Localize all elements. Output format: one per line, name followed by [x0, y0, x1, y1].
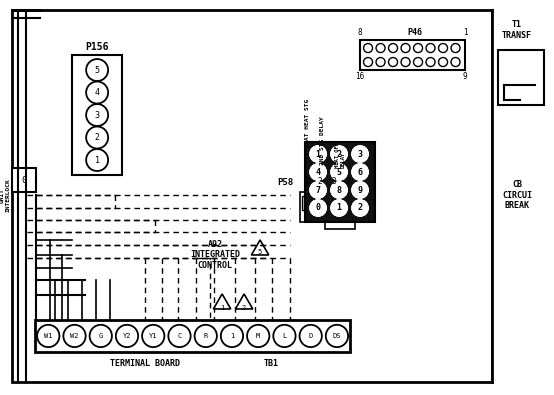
Text: 1: 1: [337, 203, 342, 213]
Bar: [314, 192, 327, 222]
Circle shape: [310, 182, 326, 198]
Text: 4: 4: [316, 167, 321, 177]
Text: 9: 9: [463, 71, 468, 81]
Text: 2: 2: [95, 133, 100, 142]
Text: Y1: Y1: [149, 333, 157, 339]
Text: DS: DS: [333, 333, 341, 339]
Text: 3: 3: [332, 177, 336, 186]
Text: 9: 9: [357, 186, 362, 194]
Text: 1: 1: [463, 28, 468, 37]
Circle shape: [331, 164, 347, 180]
Circle shape: [310, 146, 326, 162]
Bar: [325, 187, 355, 229]
Text: 2: 2: [337, 150, 342, 158]
Circle shape: [331, 182, 347, 198]
Text: P58: P58: [277, 177, 293, 186]
Bar: [492, 10, 554, 382]
Text: 4: 4: [346, 177, 350, 186]
Text: 8: 8: [337, 186, 342, 194]
Text: TB1: TB1: [264, 359, 279, 369]
Text: TERMINAL BOARD: TERMINAL BOARD: [110, 359, 181, 369]
Bar: [305, 142, 375, 222]
Text: R: R: [204, 333, 208, 339]
Bar: [300, 192, 313, 222]
Text: 2ND STG DELAY: 2ND STG DELAY: [320, 116, 325, 165]
Text: 6: 6: [357, 167, 362, 177]
Bar: [330, 196, 340, 210]
Circle shape: [352, 200, 368, 216]
Circle shape: [352, 146, 368, 162]
Text: 1: 1: [220, 305, 224, 311]
Bar: [342, 192, 355, 222]
Bar: [360, 40, 465, 70]
Text: 1: 1: [230, 333, 234, 339]
Text: 0: 0: [316, 203, 321, 213]
Text: 5: 5: [337, 167, 342, 177]
Text: CB
CIRCUI
BREAK: CB CIRCUI BREAK: [502, 180, 532, 210]
Text: 8: 8: [358, 28, 362, 37]
Bar: [35, 320, 350, 352]
Circle shape: [331, 200, 347, 216]
Circle shape: [352, 182, 368, 198]
Bar: [316, 196, 326, 210]
Text: A92
INTEGRATED
CONTROL: A92 INTEGRATED CONTROL: [190, 240, 240, 270]
Text: T1
TRANSF: T1 TRANSF: [502, 21, 532, 40]
Text: Y2: Y2: [123, 333, 131, 339]
Text: 3: 3: [357, 150, 362, 158]
Bar: [343, 196, 353, 210]
Text: 1: 1: [304, 177, 309, 186]
Text: 2: 2: [242, 305, 246, 311]
Text: 2: 2: [318, 177, 322, 186]
Bar: [72, 55, 122, 175]
Text: P156: P156: [85, 42, 109, 52]
Text: 7: 7: [316, 186, 321, 194]
Text: UNIT
INTERLOCK: UNIT INTERLOCK: [0, 178, 11, 212]
Bar: [301, 196, 311, 210]
Text: L: L: [283, 333, 286, 339]
Text: 1: 1: [316, 150, 321, 158]
Circle shape: [352, 164, 368, 180]
Text: 5: 5: [258, 249, 262, 255]
Text: C: C: [177, 333, 182, 339]
Bar: [498, 50, 544, 105]
Text: M: M: [256, 333, 260, 339]
Text: 3: 3: [95, 111, 100, 120]
Text: P46: P46: [408, 28, 423, 37]
Text: 1: 1: [95, 156, 100, 164]
Text: 16: 16: [356, 71, 365, 81]
Text: 5: 5: [95, 66, 100, 75]
Circle shape: [310, 164, 326, 180]
Text: G: G: [99, 333, 103, 339]
Text: 0: 0: [22, 175, 27, 184]
Text: W1: W1: [44, 333, 53, 339]
Text: W2: W2: [70, 333, 79, 339]
Text: 2: 2: [357, 203, 362, 213]
Text: 4: 4: [95, 88, 100, 97]
Bar: [12, 168, 36, 192]
Text: HEAT OFF
DELAY: HEAT OFF DELAY: [335, 142, 346, 168]
Text: D: D: [309, 333, 313, 339]
Circle shape: [310, 200, 326, 216]
Bar: [12, 10, 492, 382]
Circle shape: [331, 146, 347, 162]
Text: T-STAT HEAT STG: T-STAT HEAT STG: [305, 99, 310, 155]
Bar: [328, 192, 341, 222]
